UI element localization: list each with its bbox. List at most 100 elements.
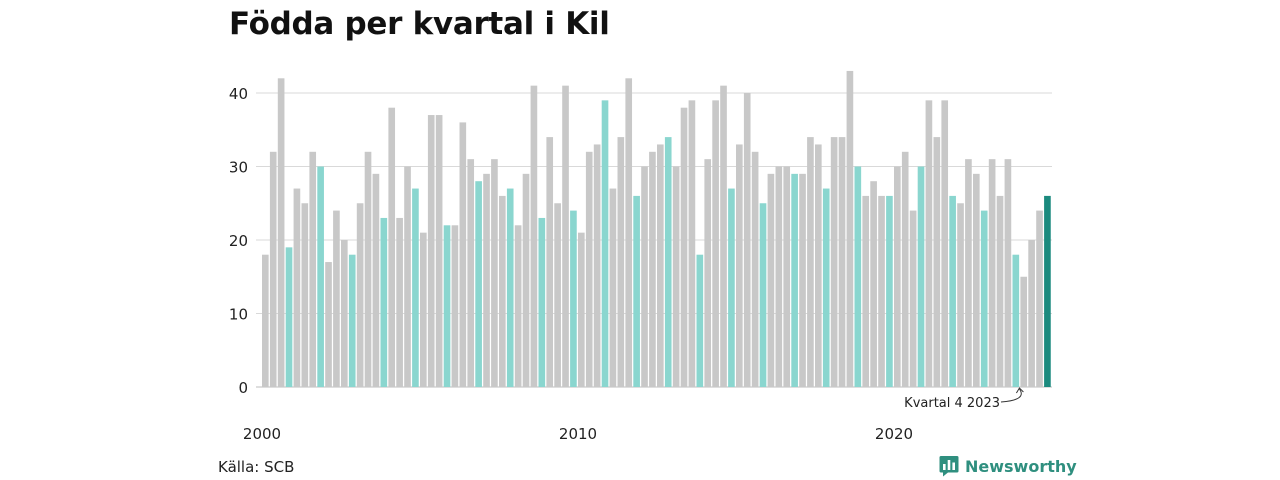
bar <box>838 137 846 387</box>
bar <box>491 159 498 387</box>
bar <box>364 151 372 387</box>
bar <box>309 151 317 387</box>
bar <box>759 203 767 387</box>
bar <box>348 254 356 387</box>
bar <box>585 151 593 387</box>
bar <box>420 232 427 387</box>
bar <box>649 151 656 387</box>
bar <box>870 181 877 387</box>
bar <box>475 181 482 387</box>
x-tick-label: 2010 <box>559 425 597 443</box>
newsworthy-logo-icon <box>939 456 959 477</box>
bar <box>1044 195 1051 387</box>
bar <box>783 166 791 387</box>
bar <box>878 195 885 387</box>
bar <box>546 137 554 387</box>
bar <box>341 240 348 387</box>
bar <box>973 173 980 387</box>
bar <box>1028 240 1035 387</box>
bar <box>917 166 925 387</box>
bar <box>404 166 411 387</box>
bar <box>736 144 743 387</box>
annotation-arrowhead <box>1015 387 1024 394</box>
bar <box>1012 254 1020 387</box>
bar <box>443 225 451 387</box>
bar <box>799 173 806 387</box>
annotation: Kvartal 4 2023 <box>904 387 1024 411</box>
chart-title: Födda per kvartal i Kil <box>229 6 610 42</box>
bar <box>925 100 933 387</box>
bar <box>728 188 735 387</box>
bar <box>372 173 380 387</box>
bar <box>459 122 467 388</box>
bar <box>1036 210 1043 387</box>
bar <box>672 166 680 387</box>
bar <box>562 85 569 388</box>
bar <box>530 85 538 388</box>
bar <box>554 203 561 387</box>
bar <box>522 173 530 387</box>
bar <box>807 137 814 387</box>
bar <box>720 85 727 388</box>
bar <box>886 195 893 387</box>
bar <box>854 166 862 387</box>
bar <box>957 203 964 387</box>
bar <box>862 195 870 387</box>
bar <box>506 188 514 387</box>
y-tick-label: 40 <box>229 85 248 103</box>
bar <box>657 144 664 387</box>
bar <box>743 93 751 387</box>
bar <box>996 195 1004 387</box>
bar <box>949 195 956 387</box>
y-tick-label: 0 <box>238 379 248 397</box>
bar <box>941 100 949 387</box>
bar <box>277 78 285 388</box>
y-tick-label: 20 <box>229 232 248 250</box>
brand-name: Newsworthy <box>965 456 1077 476</box>
bar <box>933 137 941 387</box>
bar <box>1020 276 1028 387</box>
bar <box>601 100 609 387</box>
bar <box>435 115 443 388</box>
bar <box>451 225 459 387</box>
annotation-arrow <box>1000 388 1022 403</box>
bar <box>988 159 996 387</box>
bar <box>688 100 696 387</box>
bar <box>980 210 988 387</box>
bar <box>965 159 972 387</box>
y-tick-label: 10 <box>229 306 248 324</box>
bar <box>388 107 396 387</box>
bar <box>483 173 490 387</box>
bar <box>380 217 388 387</box>
bar <box>514 225 522 387</box>
bar <box>262 254 269 387</box>
annotation-label: Kvartal 4 2023 <box>904 396 1000 411</box>
bar <box>1004 159 1012 387</box>
bar <box>625 78 633 388</box>
bar <box>633 195 640 387</box>
x-tick-label: 2000 <box>243 425 281 443</box>
bar <box>830 137 838 387</box>
bar <box>901 151 909 387</box>
bar <box>641 166 648 387</box>
bar <box>578 232 585 387</box>
bars <box>262 70 1051 388</box>
bar <box>775 166 783 387</box>
x-tick-label: 2020 <box>875 425 913 443</box>
bar <box>704 159 712 387</box>
bar <box>751 151 759 387</box>
bar <box>285 247 293 387</box>
bar <box>325 262 332 387</box>
bar <box>680 107 688 387</box>
bar <box>570 210 577 387</box>
bar <box>467 159 475 387</box>
bar <box>538 217 546 387</box>
source-label: Källa: SCB <box>218 458 295 476</box>
brand-logo: Newsworthy <box>939 455 1077 477</box>
bar <box>317 166 324 387</box>
y-tick-label: 30 <box>229 159 248 177</box>
bar <box>412 188 419 387</box>
bar <box>356 203 364 387</box>
y-axis-ticks: 0 10 20 30 40 <box>229 85 248 397</box>
